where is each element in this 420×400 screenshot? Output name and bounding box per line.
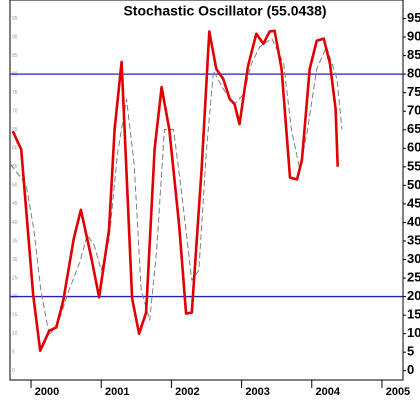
plot-frame bbox=[9, 0, 404, 381]
y-tick-label: 0 bbox=[407, 362, 414, 377]
y-tick-label: 25 bbox=[407, 269, 420, 284]
y-tick-label: 10 bbox=[407, 325, 420, 340]
x-tick-label: 2000 bbox=[35, 386, 59, 398]
y-tick-label: 95 bbox=[407, 10, 420, 25]
y-tick-label-left: 55 bbox=[12, 164, 18, 170]
y-tick-label: 60 bbox=[407, 140, 420, 155]
y-tick-label-left: 10 bbox=[12, 331, 18, 337]
chart-title: Stochastic Oscillator (55.0438) bbox=[123, 3, 326, 19]
y-tick-label-left: 15 bbox=[12, 312, 18, 318]
y-tick-label: 80 bbox=[407, 66, 420, 81]
y-tick-label: 35 bbox=[407, 232, 420, 247]
y-tick-label: 70 bbox=[407, 103, 420, 118]
series-line bbox=[10, 38, 343, 336]
y-tick-label: 5 bbox=[407, 344, 414, 359]
y-tick-label: 85 bbox=[407, 47, 420, 62]
x-tick-label: 2001 bbox=[105, 386, 129, 398]
y-tick-label-left: 35 bbox=[12, 238, 18, 244]
y-tick-label-left: 65 bbox=[12, 127, 18, 133]
y-tick-label-left: 30 bbox=[12, 257, 18, 263]
y-tick-label: 90 bbox=[407, 29, 420, 44]
y-tick-label-left: 95 bbox=[12, 16, 18, 22]
y-tick-label-left: 5 bbox=[12, 350, 15, 356]
x-tick-label: 2004 bbox=[316, 386, 341, 398]
y-tick-label-left: 60 bbox=[12, 146, 18, 152]
series-line bbox=[11, 29, 339, 352]
y-tick-label-left: 70 bbox=[12, 109, 18, 115]
y-tick-label-left: 85 bbox=[12, 53, 18, 59]
y-tick-label: 30 bbox=[407, 251, 420, 266]
y-tick-label: 55 bbox=[407, 158, 420, 173]
y-tick-label: 50 bbox=[407, 177, 420, 192]
y-tick-label-left: 40 bbox=[12, 220, 18, 226]
y-tick-label-left: 0 bbox=[12, 368, 15, 374]
x-tick-label: 2005 bbox=[386, 386, 410, 398]
x-tick-label: 2003 bbox=[245, 386, 269, 398]
y-tick-label: 65 bbox=[407, 121, 420, 136]
y-tick-label: 15 bbox=[407, 307, 420, 322]
y-tick-label-left: 45 bbox=[12, 201, 18, 207]
y-tick-label: 20 bbox=[407, 288, 420, 303]
y-tick-label: 40 bbox=[407, 214, 420, 229]
y-tick-label: 45 bbox=[407, 195, 420, 210]
y-tick-label: 75 bbox=[407, 84, 420, 99]
y-tick-label-left: 75 bbox=[12, 90, 18, 96]
x-tick-label: 2002 bbox=[175, 386, 199, 398]
y-tick-label-left: 25 bbox=[12, 275, 18, 281]
y-tick-label-left: 90 bbox=[12, 34, 18, 40]
y-tick-label-left: 50 bbox=[12, 183, 18, 189]
